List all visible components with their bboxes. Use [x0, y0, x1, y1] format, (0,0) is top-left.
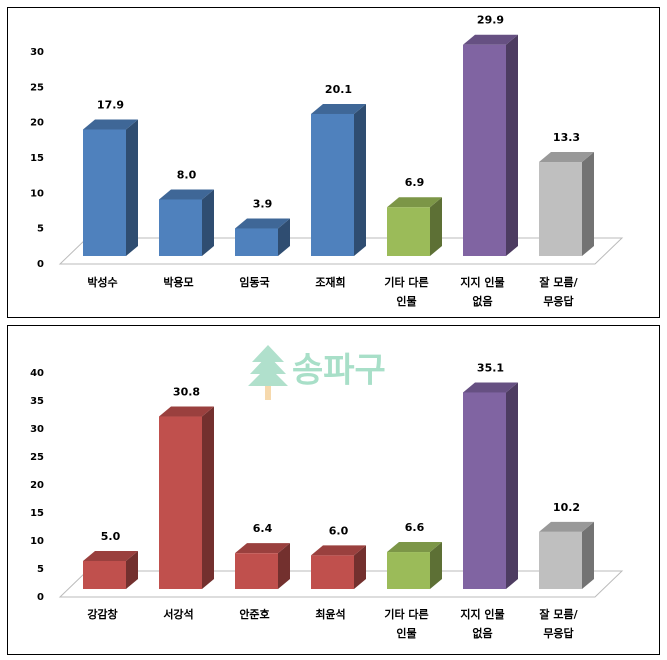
value-label: 13.3	[553, 131, 580, 144]
bar-side	[354, 103, 366, 257]
x-tick-label: 박용모	[163, 275, 193, 289]
x-tick-label: 강감창	[87, 607, 117, 621]
value-label: 6.6	[405, 521, 425, 534]
value-label: 10.2	[553, 501, 580, 514]
bar-side	[126, 551, 138, 589]
bar-top	[387, 542, 442, 553]
value-label: 30.8	[173, 386, 200, 399]
y-tick-label: 0	[37, 592, 44, 603]
value-label: 6.4	[253, 522, 273, 535]
bar-top	[159, 406, 214, 417]
y-tick-label: 35	[30, 396, 44, 407]
bar-side	[278, 218, 290, 256]
bar-side	[506, 382, 518, 589]
bar-side	[582, 152, 594, 256]
y-tick-label: 15	[30, 508, 44, 519]
bar-top	[311, 545, 366, 556]
x-tick-label: 잘 모름/	[539, 608, 578, 621]
bar-top	[83, 119, 138, 130]
value-label: 8.0	[177, 168, 197, 181]
x-tick-label: 무응답	[543, 626, 573, 640]
bar	[83, 561, 126, 589]
x-tick-label: 잘 모름/	[539, 276, 578, 289]
value-label: 3.9	[253, 197, 273, 210]
y-tick-label: 10	[30, 536, 44, 547]
value-label: 6.0	[329, 524, 349, 537]
bar-side	[506, 34, 518, 256]
bar-top	[235, 543, 290, 554]
bar-top	[539, 152, 594, 163]
y-tick-label: 5	[37, 564, 44, 575]
bar	[539, 531, 582, 589]
x-tick-label: 박성수	[87, 275, 117, 289]
chart-frame	[7, 325, 660, 655]
bar	[311, 555, 354, 589]
y-tick-label: 25	[30, 452, 44, 463]
x-tick-label: 인물	[396, 626, 416, 640]
x-tick-label: 서강석	[163, 607, 193, 621]
x-tick-label: 없음	[472, 295, 492, 308]
value-label: 6.9	[405, 176, 425, 189]
x-tick-label: 없음	[472, 627, 492, 640]
x-tick-label: 임동국	[239, 276, 269, 289]
bar-top	[159, 189, 214, 200]
bar	[539, 162, 582, 256]
bar-top	[311, 103, 366, 114]
bar-top	[463, 34, 518, 45]
bar-top	[463, 382, 518, 393]
x-tick-label: 조재희	[315, 275, 345, 289]
bar	[463, 392, 506, 589]
x-tick-label: 무응답	[543, 294, 573, 308]
y-tick-label: 25	[30, 82, 44, 93]
bar-side	[202, 406, 214, 589]
y-tick-label: 20	[30, 480, 44, 491]
x-tick-label: 지지 인물	[460, 275, 504, 289]
x-tick-label: 지지 인물	[460, 607, 504, 621]
bar	[235, 228, 278, 256]
x-tick-label: 기타 다른	[384, 607, 428, 621]
bar	[159, 416, 202, 589]
x-tick-label: 안준호	[239, 607, 269, 621]
y-tick-label: 0	[37, 259, 44, 270]
y-tick-label: 30	[30, 424, 44, 435]
bar-top	[387, 197, 442, 208]
x-tick-label: 인물	[396, 294, 416, 308]
bar-side	[354, 545, 366, 589]
bar	[387, 207, 430, 256]
bar-side	[278, 543, 290, 589]
y-tick-label: 40	[30, 368, 44, 379]
value-label: 35.1	[477, 361, 504, 374]
value-label: 29.9	[477, 14, 504, 27]
y-tick-label: 20	[30, 118, 44, 129]
y-tick-label: 5	[37, 224, 44, 235]
watermark-icon	[248, 345, 288, 400]
bar-side	[202, 189, 214, 256]
value-label: 20.1	[325, 83, 352, 96]
y-tick-label: 30	[30, 47, 44, 58]
bar-top	[83, 551, 138, 561]
watermark: 송파구	[292, 351, 386, 391]
bar	[235, 553, 278, 589]
bar	[463, 44, 506, 256]
bar	[311, 113, 354, 257]
bar-side	[430, 197, 442, 256]
x-tick-label: 최윤석	[315, 607, 345, 621]
value-label: 17.9	[97, 99, 124, 112]
bar	[159, 199, 202, 256]
bar	[83, 129, 126, 256]
bar-side	[582, 521, 594, 589]
bar-top	[539, 521, 594, 532]
bar-top	[235, 218, 290, 229]
y-tick-label: 10	[30, 188, 44, 199]
x-tick-label: 기타 다른	[384, 275, 428, 289]
bar-side	[430, 542, 442, 589]
bar-side	[126, 119, 138, 256]
y-tick-label: 15	[30, 153, 44, 164]
bar	[387, 552, 430, 589]
value-label: 5.0	[101, 530, 121, 543]
